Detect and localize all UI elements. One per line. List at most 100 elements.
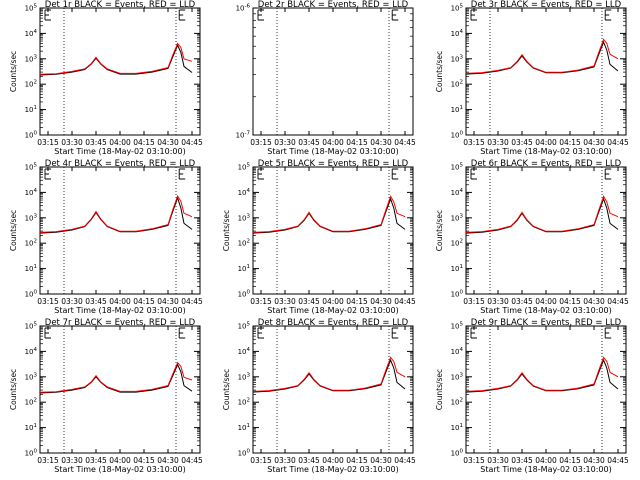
y-tick-label: 101: [238, 423, 250, 432]
chart-panel-9: Det 9r BLACK = Events, RED = LLD 03:15 03:…: [435, 318, 629, 474]
x-tick-label: 04:30: [370, 138, 392, 147]
series-line-lld: [39, 42, 193, 75]
y-tick-label: 105: [451, 163, 464, 172]
x-axis-label: Start Time (18-May-02 03:10:00): [54, 306, 185, 315]
x-tick-label: 03:45: [511, 456, 533, 465]
x-tick-label: 03:30: [274, 297, 296, 306]
y-tick-label: 101: [451, 105, 463, 114]
time-marker-glyph: [44, 168, 51, 180]
series-line-events: [39, 196, 193, 234]
x-axis-label: Start Time (18-May-02 03:10:00): [480, 465, 611, 474]
x-tick-label: 04:15: [346, 297, 368, 306]
time-marker-glyph: [604, 168, 612, 180]
y-tick-label: 101: [238, 264, 250, 273]
x-tick-label: 04:15: [559, 138, 581, 147]
x-tick-label: 03:45: [298, 138, 320, 147]
x-tick-label: 03:15: [463, 138, 485, 147]
x-tick-label: 04:45: [181, 297, 203, 306]
y-tick-label: 100: [451, 290, 464, 299]
x-tick-label: 04:15: [346, 138, 368, 147]
series-line-events: [465, 358, 619, 393]
time-marker-glyph: [470, 168, 477, 180]
y-tick-label: 102: [451, 239, 463, 248]
y-tick-label: 103: [451, 213, 464, 222]
chart-title: Det 5r BLACK = Events, RED = LLD: [258, 159, 409, 169]
y-tick-label: 100: [25, 131, 38, 140]
chart-title: Det 7r BLACK = Events, RED = LLD: [45, 318, 196, 328]
series-line-lld: [465, 195, 619, 233]
x-tick-label: 03:30: [274, 456, 296, 465]
x-tick-label: 04:30: [157, 297, 179, 306]
y-tick-label: 100: [25, 290, 38, 299]
y-tick-label: 102: [238, 239, 250, 248]
time-marker-glyph: [257, 327, 264, 339]
time-marker-glyph: [391, 327, 399, 339]
x-tick-label: 03:45: [511, 297, 533, 306]
x-tick-label: 03:30: [487, 138, 509, 147]
y-tick-label: 105: [451, 4, 464, 13]
series-line-lld: [252, 356, 406, 392]
x-tick-label: 04:30: [370, 297, 392, 306]
time-marker-glyph: [178, 327, 186, 339]
x-tick-label: 04:15: [559, 297, 581, 306]
y-tick-label: 105: [451, 322, 464, 331]
x-axis-label: Start Time (18-May-02 03:10:00): [267, 306, 398, 315]
series-line-lld: [252, 195, 406, 233]
x-tick-label: 03:30: [274, 138, 296, 147]
series-line-events: [252, 197, 406, 234]
y-tick-label: 100: [238, 449, 251, 458]
series-line-events: [39, 363, 193, 394]
y-tick-label: 105: [25, 4, 38, 13]
x-tick-label: 04:00: [322, 297, 344, 306]
x-tick-label: 04:15: [133, 456, 155, 465]
x-tick-label: 03:45: [298, 456, 320, 465]
x-axis-label: Start Time (18-May-02 03:10:00): [267, 465, 398, 474]
y-tick-label: 105: [25, 322, 38, 331]
y-axis-label: Counts/sec: [435, 51, 444, 92]
y-tick-label: 102: [25, 398, 37, 407]
series-line-lld: [465, 356, 619, 392]
x-tick-label: 04:45: [607, 456, 629, 465]
x-tick-label: 03:45: [85, 138, 107, 147]
y-axis-label: Counts/sec: [9, 210, 18, 251]
chart-title: Det 1r BLACK = Events, RED = LLD: [45, 0, 196, 10]
x-axis-label: Start Time (18-May-02 03:10:00): [54, 465, 185, 474]
x-tick-label: 03:15: [37, 297, 59, 306]
y-axis-label: Counts/sec: [435, 369, 444, 410]
chart-panel-5: Det 5r BLACK = Events, RED = LLD 03:15 03:…: [222, 159, 416, 315]
time-marker-glyph: [44, 9, 51, 21]
x-tick-label: 04:45: [607, 297, 629, 306]
time-marker-glyph: [178, 168, 186, 180]
y-tick-label: 104: [451, 188, 464, 197]
x-tick-label: 03:15: [250, 138, 272, 147]
time-marker-glyph: [391, 9, 399, 21]
time-marker-glyph: [178, 9, 186, 21]
x-tick-label: 04:00: [109, 456, 131, 465]
y-axis-label: Counts/sec: [435, 210, 444, 251]
y-tick-label: 100: [451, 449, 464, 458]
y-tick-label: 103: [451, 54, 464, 63]
y-tick-label: 104: [238, 347, 251, 356]
time-marker-glyph: [391, 168, 399, 180]
chart-title: Det 8r BLACK = Events, RED = LLD: [258, 318, 409, 328]
x-tick-label: 03:45: [85, 297, 107, 306]
x-tick-label: 04:00: [322, 138, 344, 147]
chart-title: Det 9r BLACK = Events, RED = LLD: [471, 318, 622, 328]
series-line-lld: [465, 38, 619, 74]
time-marker-glyph: [604, 9, 612, 21]
x-tick-label: 03:15: [463, 456, 485, 465]
x-tick-label: 03:30: [61, 297, 83, 306]
y-tick-label: 102: [451, 80, 463, 89]
x-tick-label: 03:15: [250, 297, 272, 306]
x-axis-label: Start Time (18-May-02 03:10:00): [480, 306, 611, 315]
x-tick-label: 04:00: [109, 297, 131, 306]
y-tick-label: 102: [238, 398, 250, 407]
x-tick-label: 04:30: [583, 297, 605, 306]
y-tick-label: 100: [451, 131, 464, 140]
x-tick-label: 04:45: [607, 138, 629, 147]
x-tick-label: 04:00: [535, 297, 557, 306]
